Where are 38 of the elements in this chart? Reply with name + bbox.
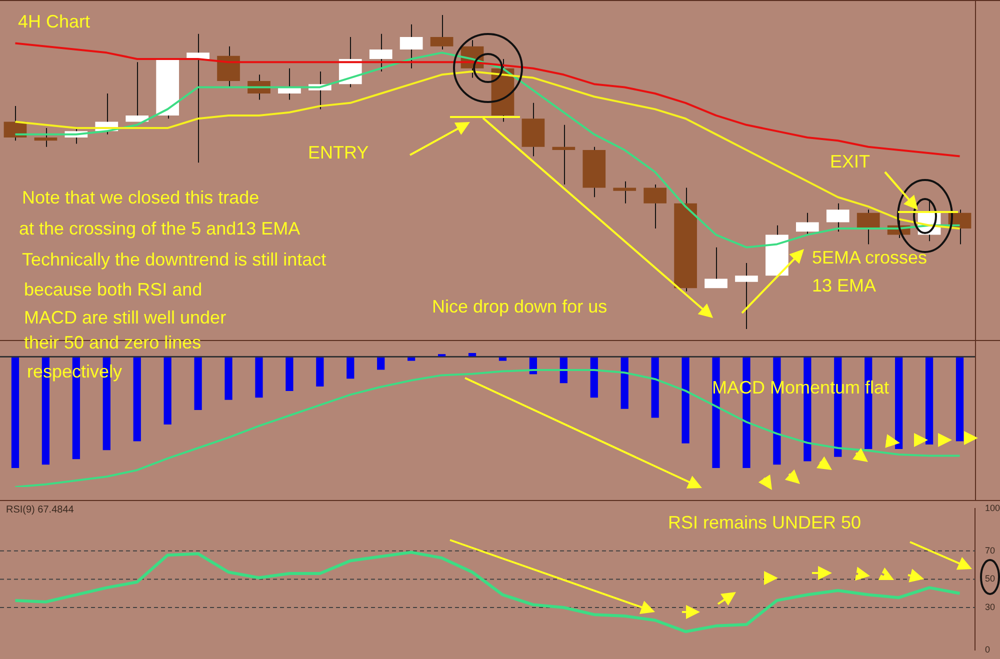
candlestick [826, 202, 850, 232]
candlestick [644, 184, 667, 230]
candlestick [186, 33, 210, 164]
candlestick [217, 46, 240, 88]
annotation: ENTRY [308, 142, 369, 164]
candlestick [552, 124, 576, 186]
chart-title: 4H Chart [18, 12, 90, 32]
candlestick [766, 224, 788, 276]
candlestick [674, 187, 697, 292]
candlestick [582, 146, 606, 198]
candlestick [400, 24, 423, 69]
annotation: Technically the downtrend is still intact [22, 250, 326, 270]
candlestick [704, 246, 728, 288]
y-tick-label: 70 [985, 545, 996, 556]
y-tick-label: 0 [985, 644, 990, 654]
candlestick [430, 14, 454, 50]
y-tick-label: 100 [985, 502, 1000, 513]
candlestick [126, 62, 149, 122]
candlestick [796, 212, 819, 236]
y-tick-label: 50 [985, 574, 996, 584]
annotation: because both RSI and [24, 280, 202, 300]
candlestick [522, 102, 545, 157]
annotation: RSI remains UNDER 50 [668, 512, 862, 534]
annotation: 13 EMA [812, 276, 876, 296]
annotation: MACD are still well under [24, 308, 226, 328]
candlestick [156, 58, 180, 120]
annotation: Nice drop down for us [432, 296, 608, 318]
candlestick [856, 209, 880, 245]
candlestick [613, 180, 636, 204]
annotation: at the crossing of the 5 and13 EMA [19, 218, 300, 240]
candlestick [34, 128, 58, 148]
candlestick [369, 33, 392, 72]
y-tick-label: 30 [985, 602, 996, 612]
annotation: 5EMA crosses [812, 248, 928, 268]
annotation: EXIT [830, 152, 870, 172]
candlestick [735, 262, 758, 330]
annotation: Note that we closed this trade [22, 188, 260, 208]
chart-title: RSI(9) 67.4844 [6, 504, 74, 516]
